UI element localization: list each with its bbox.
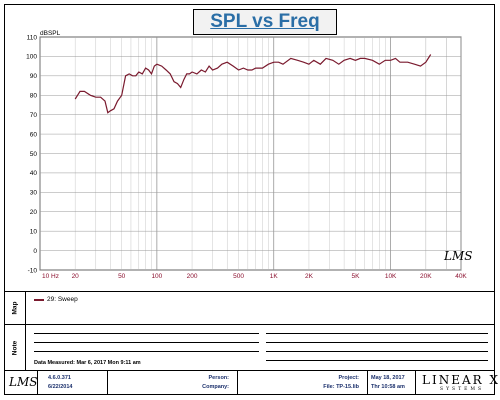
footer-project: Project: File: TP-15.lib <box>238 371 368 395</box>
x-tick-label: 20 <box>72 273 80 280</box>
legend-entry[interactable]: 29: Sweep <box>34 296 78 303</box>
y-tick-label: 20 <box>30 209 38 216</box>
legend-label: 29: Sweep <box>47 296 78 303</box>
y-tick-label: 90 <box>30 73 38 80</box>
x-tick-label: 20K <box>420 273 432 280</box>
note-line[interactable] <box>34 342 259 343</box>
footer-time-text: Thr 10:58 am <box>371 384 405 390</box>
footer-logo: LMS <box>4 371 38 395</box>
x-tick-label: 5K <box>351 273 360 280</box>
map-panel: Map 29: Sweep <box>4 291 495 324</box>
y-tick-label: 40 <box>30 170 38 177</box>
grid <box>39 36 462 271</box>
version-number: 4.6.0.371 <box>48 375 71 381</box>
series-line-sweep <box>74 54 432 114</box>
x-tick-label: 1K <box>270 273 279 280</box>
report-frame <box>4 4 495 395</box>
project-label: Project: <box>338 375 359 381</box>
file-label: File: TP-15.lib <box>323 384 359 390</box>
note-line[interactable] <box>34 333 259 334</box>
note-line[interactable] <box>34 351 259 352</box>
linearx-brand: LINEAR X SYSTEMS <box>416 371 498 395</box>
x-tick-label: 10K <box>385 273 397 280</box>
x-tick-label: 500 <box>233 273 244 280</box>
y-tick-label: 60 <box>30 131 38 138</box>
x-tick-label: 50 <box>118 273 126 280</box>
footer-person: Person: Company: <box>108 371 238 395</box>
y-axis-label: dBSPL <box>40 30 61 37</box>
brand-text: LINEAR X <box>422 373 500 387</box>
note-line[interactable] <box>266 351 488 352</box>
note-line[interactable] <box>266 333 488 334</box>
footer-version: 4.6.0.371 6/22/2014 <box>38 371 108 395</box>
x-tick-label: 40K <box>455 273 467 280</box>
note-tab[interactable]: Note <box>4 325 26 370</box>
version-date: 6/22/2014 <box>48 384 73 390</box>
y-tick-label: 80 <box>30 93 38 100</box>
y-tick-label: 10 <box>30 228 38 235</box>
note-line[interactable] <box>266 342 488 343</box>
y-tick-label: 0 <box>33 248 37 255</box>
footer-logo-text: LMS <box>9 375 38 389</box>
note-tab-label: Note <box>11 340 18 355</box>
note-panel: Note Data Measured: Mar 6, 2017 Mon 9:11… <box>4 324 495 370</box>
company-label: Company: <box>202 384 229 390</box>
x-tick-label: 100 <box>151 273 162 280</box>
y-tick-label: 50 <box>30 151 38 158</box>
x-tick-label: 10 Hz <box>42 273 59 280</box>
y-tick-label: 110 <box>27 34 38 41</box>
y-tick-label: 70 <box>30 112 38 119</box>
lms-logo: LMS <box>444 249 473 263</box>
person-label: Person: <box>208 375 229 381</box>
footer-date: May 18, 2017 Thr 10:58 am <box>368 371 416 395</box>
map-tab[interactable]: Map <box>4 292 26 324</box>
y-tick-label: 30 <box>30 190 38 197</box>
footer-date-text: May 18, 2017 <box>371 375 405 381</box>
map-tab-label: Map <box>11 301 18 315</box>
y-tick-label: -10 <box>28 267 38 274</box>
date-measured: Data Measured: Mar 6, 2017 Mon 9:11 am <box>34 360 141 366</box>
legend-line-swatch <box>34 298 44 301</box>
x-tick-label: 200 <box>187 273 198 280</box>
note-line[interactable] <box>266 360 488 361</box>
chart-title: SPL vs Freq <box>193 9 337 35</box>
footer: LMS 4.6.0.371 6/22/2014 Person: Company:… <box>4 370 498 395</box>
brand-subtext: SYSTEMS <box>440 387 485 392</box>
y-tick-label: 100 <box>26 54 37 61</box>
x-tick-label: 2K <box>305 273 314 280</box>
